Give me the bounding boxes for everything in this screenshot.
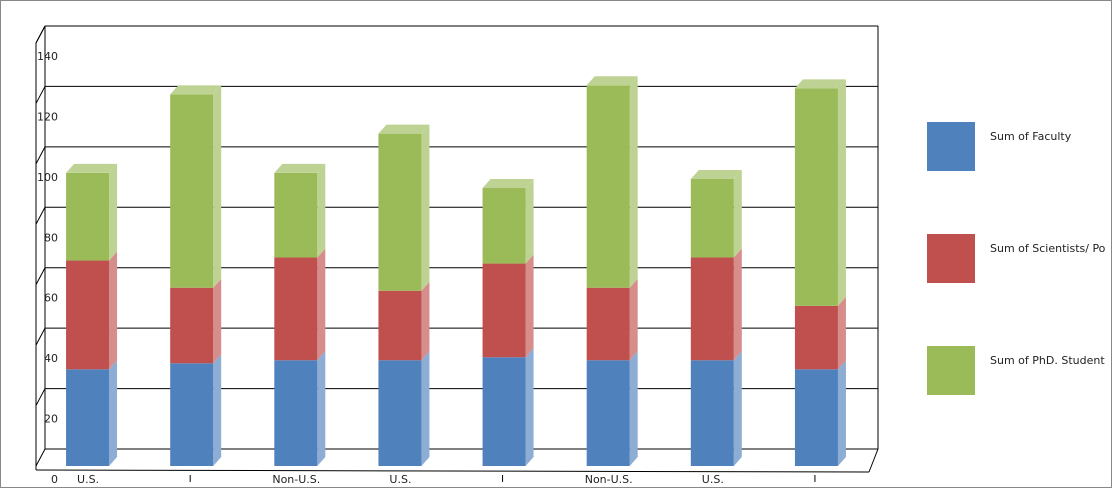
bar xyxy=(378,360,422,466)
bar xyxy=(482,188,526,264)
bar-top xyxy=(66,163,118,173)
bar xyxy=(170,363,214,466)
bar xyxy=(690,257,734,361)
bar xyxy=(482,263,526,358)
y-tick-label: 120 xyxy=(37,110,58,123)
grid-line xyxy=(35,448,46,467)
bar-top xyxy=(586,76,638,86)
bar xyxy=(690,178,734,258)
bar xyxy=(274,257,318,361)
legend: Sum of Faculty Sum of Scientists/ Po Sum o… xyxy=(927,122,1106,395)
bar-side xyxy=(525,254,534,358)
bar xyxy=(66,369,110,466)
bar-side xyxy=(317,248,326,361)
x-tick-label: U.S. xyxy=(77,473,99,486)
x-tick-label: Non-U.S. xyxy=(272,473,320,486)
grid-line xyxy=(35,86,46,104)
y-tick-label: 20 xyxy=(44,413,58,426)
bar xyxy=(794,305,838,370)
y-tick-label: 140 xyxy=(37,50,58,63)
bar xyxy=(482,357,526,466)
bar-side xyxy=(525,348,534,466)
bar-side xyxy=(733,169,742,258)
legend-label: Sum of Scientists/ Po xyxy=(990,242,1106,255)
grid-line xyxy=(35,327,46,346)
bar xyxy=(170,94,214,288)
bar-top xyxy=(690,169,742,179)
bar-top xyxy=(274,163,326,173)
bar-side xyxy=(629,76,638,288)
grid-line xyxy=(35,25,46,44)
bar xyxy=(378,290,422,361)
bar xyxy=(378,133,422,291)
bar-side xyxy=(837,296,846,370)
bar-top xyxy=(794,79,846,89)
bar-side xyxy=(421,351,430,466)
bar-side xyxy=(317,163,326,258)
bar-side xyxy=(213,354,222,466)
bar-side xyxy=(317,351,326,466)
y-tick-label: 80 xyxy=(44,231,58,244)
legend-label: Sum of Faculty xyxy=(990,130,1072,143)
bar-side xyxy=(109,360,118,466)
grid-line xyxy=(35,146,46,165)
bar-side xyxy=(733,351,742,466)
bar-top xyxy=(482,179,534,189)
plot-area: 0 20 40 60 80 100 120 140 U.S. Non-U.S. U.S. Non-U.… xyxy=(35,25,879,486)
y-tick-label: 40 xyxy=(44,352,58,365)
bar-side xyxy=(733,248,742,361)
bar xyxy=(66,260,110,370)
bar xyxy=(586,360,630,466)
bar-side xyxy=(109,163,118,261)
bar xyxy=(170,287,214,364)
bar-side xyxy=(109,251,118,370)
legend-label: Sum of PhD. Student xyxy=(990,354,1105,367)
bar-side xyxy=(629,278,638,361)
bar-top xyxy=(378,124,430,134)
bar-side xyxy=(837,360,846,466)
bar-side xyxy=(421,124,430,291)
bar xyxy=(274,360,318,466)
bar xyxy=(586,287,630,361)
bar-side xyxy=(213,278,222,364)
x-tick-label: U.S. xyxy=(389,473,411,486)
bar xyxy=(274,172,318,258)
bar xyxy=(66,172,110,261)
bar xyxy=(794,88,838,306)
y-tick-label: 60 xyxy=(44,292,58,305)
legend-swatch xyxy=(927,234,975,283)
bar xyxy=(794,369,838,466)
legend-swatch xyxy=(927,122,975,171)
bar-side xyxy=(629,351,638,466)
x-tick-label: Non-U.S. xyxy=(585,473,633,486)
grid-line xyxy=(35,207,46,225)
bar-side xyxy=(213,85,222,288)
axis-line xyxy=(868,448,879,473)
grid-line xyxy=(35,388,46,406)
y-tick-label: 100 xyxy=(37,171,58,184)
bar xyxy=(586,85,630,288)
bar-top xyxy=(170,85,222,95)
grid-line xyxy=(35,267,46,285)
legend-swatch xyxy=(927,346,975,395)
x-tick-label: U.S. xyxy=(702,473,724,486)
y-tick-label: 0 xyxy=(51,473,58,486)
axis-line xyxy=(35,469,870,473)
bar-side xyxy=(837,79,846,306)
bar xyxy=(690,360,734,466)
bar-side xyxy=(421,281,430,361)
bar-side xyxy=(525,179,534,264)
